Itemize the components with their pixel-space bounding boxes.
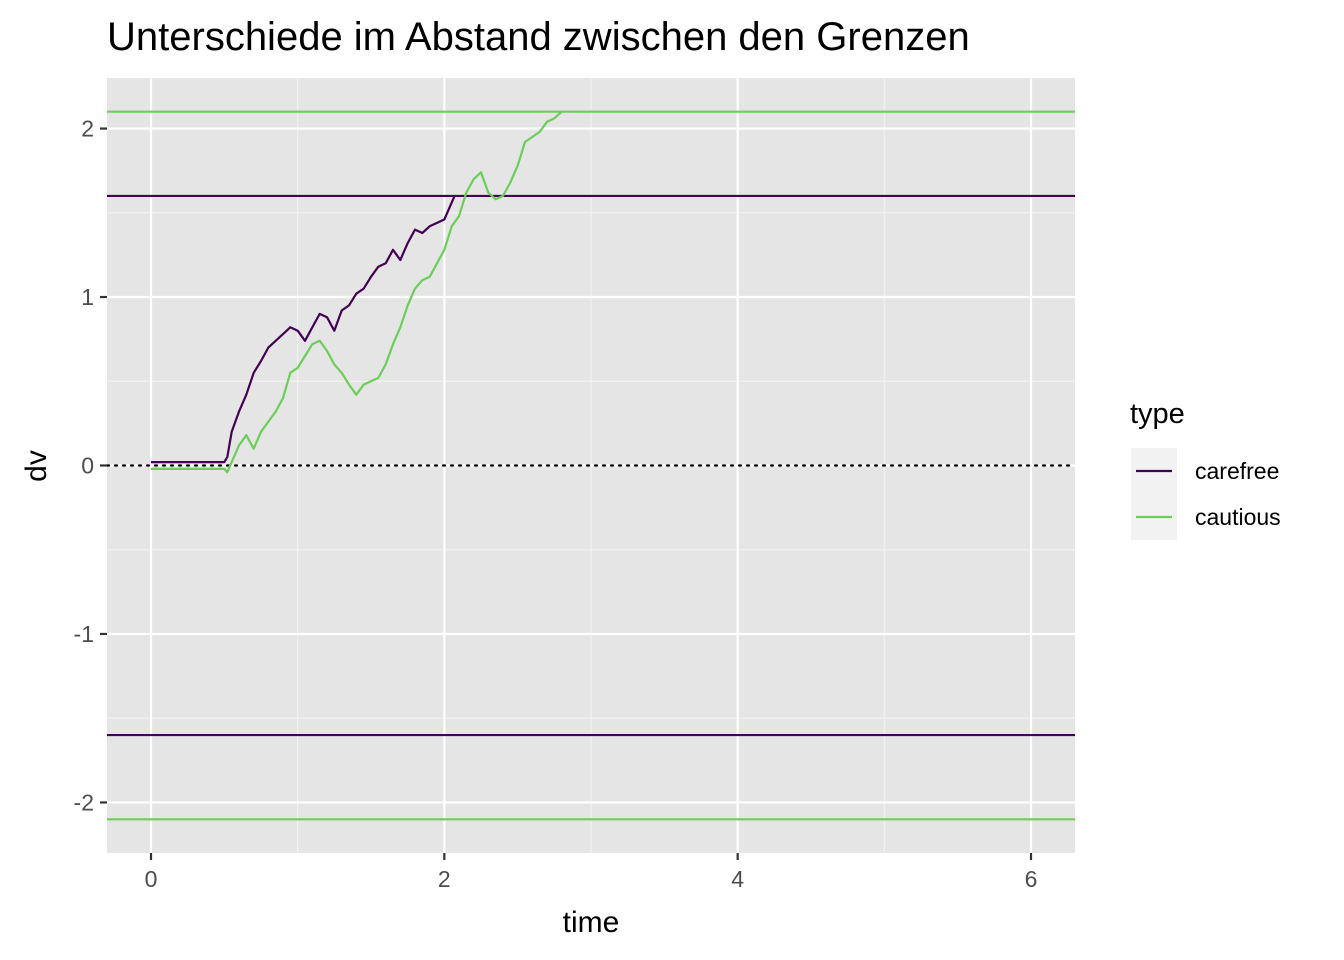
series-lines — [151, 110, 563, 474]
x-tick-label: 2 — [438, 866, 451, 892]
x-axis-title: time — [563, 906, 620, 939]
y-axis-title: dv — [20, 450, 53, 482]
series-line-carefree — [151, 195, 456, 464]
series-line-cautious — [151, 110, 563, 474]
legend-title: type — [1130, 398, 1185, 430]
legend: type carefree cautious — [1130, 398, 1281, 540]
grid-major — [107, 78, 1075, 853]
x-tick-label: 0 — [145, 866, 158, 892]
x-tick-label: 4 — [731, 866, 744, 892]
x-tick-label: 6 — [1025, 866, 1038, 892]
y-axis: -2 -1 0 1 2 — [74, 116, 107, 815]
chart-title: Unterschiede im Abstand zwischen den Gre… — [107, 15, 970, 59]
y-tick-label: -1 — [74, 621, 94, 647]
y-tick-label: 2 — [81, 116, 94, 142]
y-tick-label: -2 — [74, 789, 94, 815]
y-tick-label: 1 — [81, 284, 94, 310]
legend-label-carefree: carefree — [1195, 458, 1279, 484]
x-axis: 0 2 4 6 — [145, 853, 1038, 892]
legend-label-cautious: cautious — [1195, 504, 1281, 530]
y-tick-label: 0 — [81, 453, 94, 479]
boundary-lines — [105, 110, 1077, 821]
